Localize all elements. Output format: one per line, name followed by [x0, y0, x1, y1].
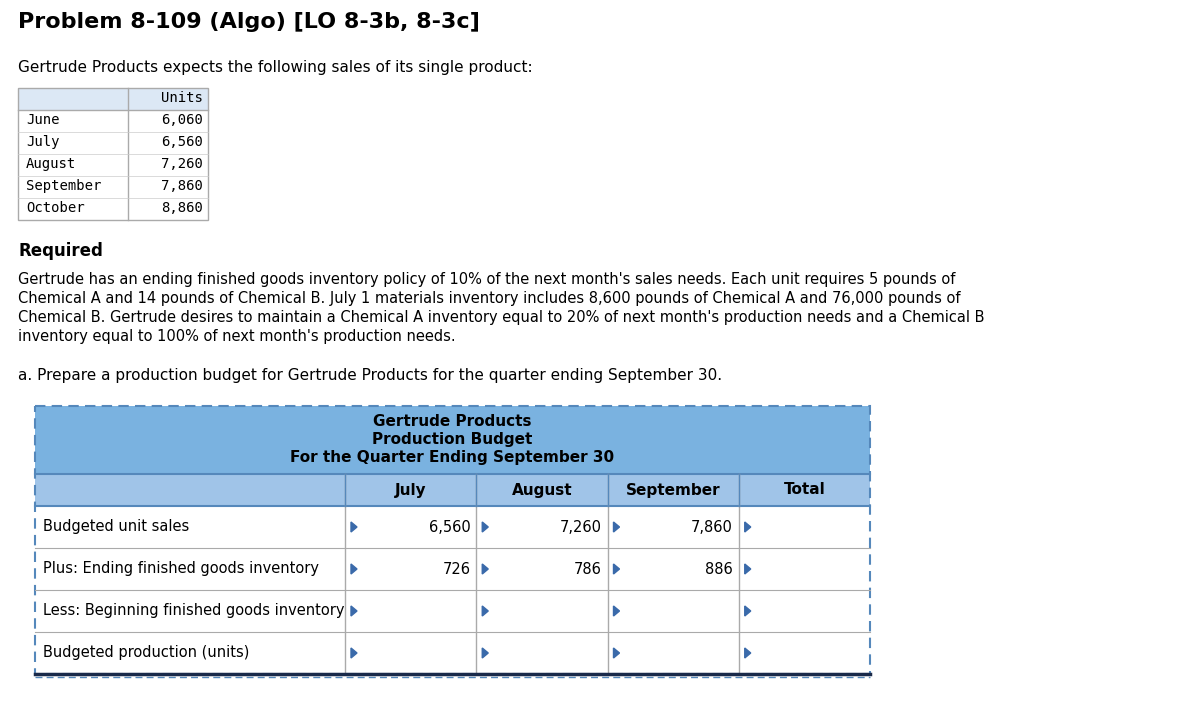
Text: August: August — [511, 483, 572, 497]
Polygon shape — [745, 648, 751, 658]
Polygon shape — [613, 564, 619, 574]
Bar — [18, 88, 208, 220]
Text: a. Prepare a production budget for Gertrude Products for the quarter ending Sept: a. Prepare a production budget for Gertr… — [18, 368, 722, 383]
Polygon shape — [352, 564, 358, 574]
Text: Less: Beginning finished goods inventory: Less: Beginning finished goods inventory — [43, 603, 344, 619]
Text: 786: 786 — [574, 561, 601, 577]
Polygon shape — [482, 522, 488, 532]
Polygon shape — [613, 606, 619, 616]
Text: October: October — [26, 201, 85, 215]
Bar — [18, 88, 208, 110]
Polygon shape — [482, 606, 488, 616]
Text: 6,560: 6,560 — [161, 135, 203, 149]
Bar — [35, 548, 870, 590]
Text: Total: Total — [784, 483, 826, 497]
Text: Budgeted production (units): Budgeted production (units) — [43, 646, 250, 661]
Polygon shape — [352, 648, 358, 658]
Text: 6,060: 6,060 — [161, 113, 203, 127]
Bar — [35, 590, 870, 632]
Text: 7,860: 7,860 — [161, 179, 203, 193]
Bar — [35, 632, 870, 674]
Text: 726: 726 — [443, 561, 470, 577]
Text: Budgeted unit sales: Budgeted unit sales — [43, 520, 190, 534]
Text: June: June — [26, 113, 60, 127]
Text: Gertrude Products expects the following sales of its single product:: Gertrude Products expects the following … — [18, 60, 533, 75]
Text: 6,560: 6,560 — [428, 520, 470, 534]
Polygon shape — [482, 648, 488, 658]
Text: Chemical B. Gertrude desires to maintain a Chemical A inventory equal to 20% of : Chemical B. Gertrude desires to maintain… — [18, 310, 984, 325]
Text: inventory equal to 100% of next month's production needs.: inventory equal to 100% of next month's … — [18, 329, 456, 344]
Text: September: September — [626, 483, 720, 497]
Text: Units: Units — [161, 91, 203, 105]
Text: Production Budget: Production Budget — [372, 432, 533, 447]
Text: 8,860: 8,860 — [161, 201, 203, 215]
Polygon shape — [613, 522, 619, 532]
Bar — [35, 406, 870, 674]
Text: July: July — [395, 483, 426, 497]
Bar — [35, 506, 870, 548]
Bar — [35, 474, 870, 506]
Text: 886: 886 — [706, 561, 733, 577]
Polygon shape — [745, 606, 751, 616]
Polygon shape — [482, 564, 488, 574]
Polygon shape — [352, 522, 358, 532]
Text: 7,860: 7,860 — [691, 520, 733, 534]
Text: Plus: Ending finished goods inventory: Plus: Ending finished goods inventory — [43, 561, 319, 577]
Text: Gertrude Products: Gertrude Products — [373, 414, 532, 429]
Text: September: September — [26, 179, 101, 193]
Text: Problem 8-109 (Algo) [LO 8-3b, 8-3c]: Problem 8-109 (Algo) [LO 8-3b, 8-3c] — [18, 12, 480, 32]
Polygon shape — [613, 648, 619, 658]
Text: Chemical A and 14 pounds of Chemical B. July 1 materials inventory includes 8,60: Chemical A and 14 pounds of Chemical B. … — [18, 291, 960, 306]
Bar — [35, 406, 870, 474]
Polygon shape — [745, 564, 751, 574]
Text: Gertrude has an ending finished goods inventory policy of 10% of the next month': Gertrude has an ending finished goods in… — [18, 272, 955, 287]
Text: August: August — [26, 157, 77, 171]
Polygon shape — [745, 522, 751, 532]
Polygon shape — [352, 606, 358, 616]
Text: 7,260: 7,260 — [559, 520, 601, 534]
Text: 7,260: 7,260 — [161, 157, 203, 171]
Text: July: July — [26, 135, 60, 149]
Text: For the Quarter Ending September 30: For the Quarter Ending September 30 — [290, 450, 614, 465]
Text: Required: Required — [18, 242, 103, 260]
